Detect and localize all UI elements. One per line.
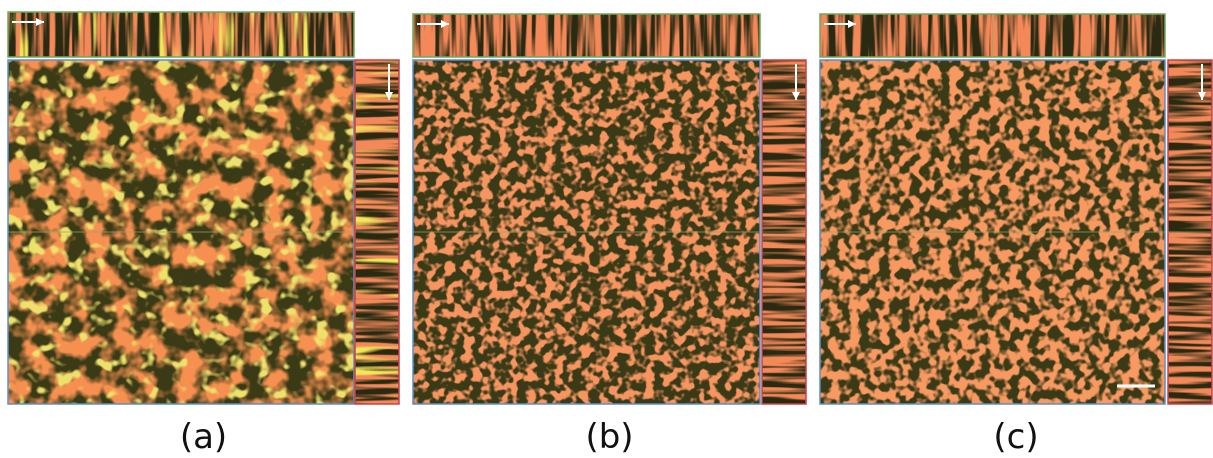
arrow-head	[36, 18, 44, 26]
panel-label: (c)	[993, 417, 1038, 457]
arrow-head	[441, 20, 449, 28]
panel-label: (a)	[180, 417, 227, 457]
arrow-head	[848, 20, 856, 28]
arrow-head	[385, 92, 393, 100]
arrow-head	[792, 92, 800, 100]
arrow-head	[1198, 92, 1206, 100]
panel: (a)	[7, 11, 400, 457]
panel: (c)	[819, 13, 1213, 457]
panel-label: (b)	[585, 417, 633, 457]
panel: (b)	[412, 13, 807, 457]
